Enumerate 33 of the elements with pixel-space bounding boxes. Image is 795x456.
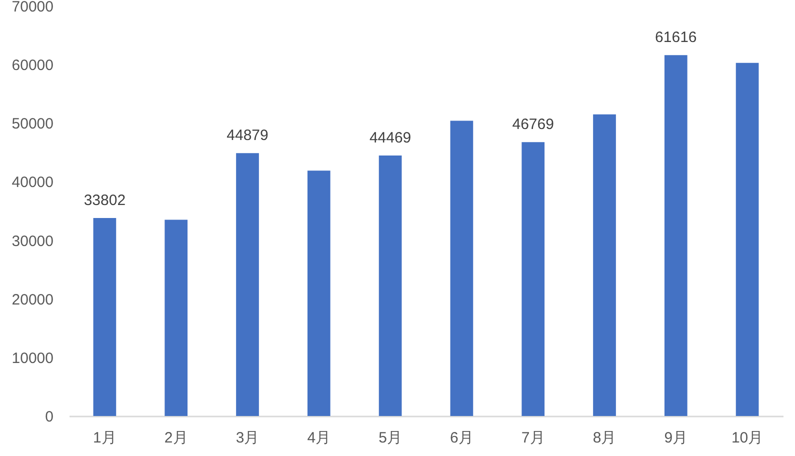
- y-tick-label: 10000: [12, 350, 54, 367]
- x-tick-label: 4月: [307, 430, 331, 446]
- x-tick-label: 2月: [164, 430, 188, 446]
- x-tick-label: 10月: [731, 430, 764, 446]
- y-tick-label: 0: [45, 408, 54, 426]
- bar: [93, 218, 116, 416]
- bar: [307, 170, 330, 416]
- y-tick-label: 30000: [12, 232, 54, 250]
- y-tick-label: 60000: [12, 57, 54, 74]
- bar: [450, 120, 474, 416]
- bar: [522, 142, 545, 416]
- x-tick-label: 5月: [378, 430, 402, 446]
- x-tick-label: 8月: [592, 430, 616, 446]
- x-tick-label: 1月: [93, 430, 116, 446]
- y-tick-label: 40000: [12, 174, 54, 192]
- bar: [236, 153, 259, 416]
- data-label: 44469: [369, 130, 412, 147]
- data-label: 44879: [226, 127, 268, 144]
- data-label: 46769: [512, 116, 554, 134]
- x-tick-label: 9月: [664, 430, 688, 446]
- y-tick-label: 70000: [12, 0, 54, 16]
- y-tick-label: 20000: [12, 291, 54, 308]
- bar: [593, 114, 616, 416]
- x-tick-label: 6月: [450, 430, 474, 446]
- y-tick-label: 50000: [12, 116, 54, 133]
- data-label: 33802: [84, 192, 126, 210]
- bar: [378, 156, 402, 416]
- bar: [164, 220, 188, 416]
- data-label: 61616: [655, 29, 697, 46]
- bar: [664, 55, 688, 416]
- x-tick-label: 7月: [521, 430, 545, 446]
- x-tick-label: 3月: [236, 430, 260, 446]
- bar: [736, 62, 759, 416]
